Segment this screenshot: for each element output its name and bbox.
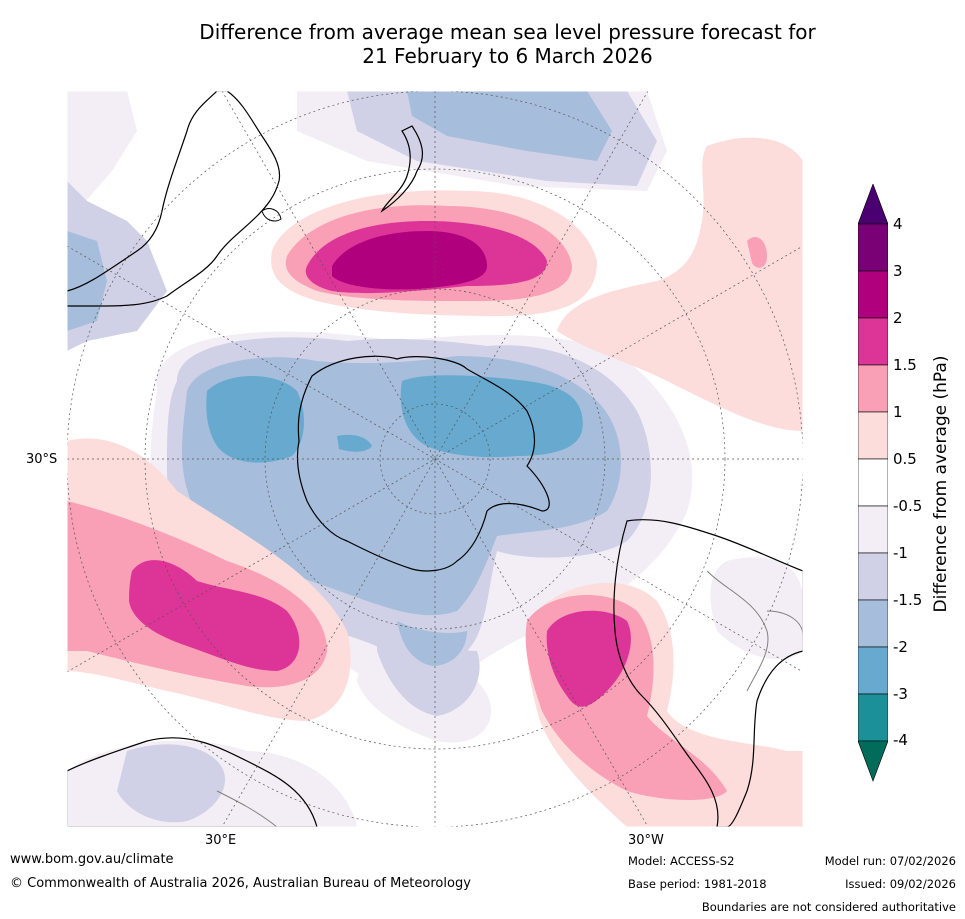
title-line-1: Difference from average mean sea level p… [199,20,816,44]
footer-base-period: Base period: 1981-2018 [628,877,767,891]
cbar-tick: 0.5 [893,450,917,468]
cbar-05-to-1 [858,411,888,460]
cbar-tick: 1 [893,403,903,421]
map-title: Difference from average mean sea level p… [100,20,915,68]
cbar-tick: -3 [893,685,908,703]
tasmania [261,208,282,222]
cbar-tick: -1 [893,544,908,562]
lat-label-30s: 30°S [26,452,58,467]
cbar-neg05 [858,505,888,554]
cbar-neg2 [858,646,888,695]
graticule [67,91,803,827]
colorbar-title: Difference from average (hPa) [931,355,951,613]
africa-borders [216,790,278,827]
cbar-2-to-3 [858,270,888,319]
footer-disclaimer: Boundaries are not considered authoritat… [701,900,956,914]
cbar-neutral [858,458,888,507]
lon-label-30e: 30°E [205,833,237,848]
australia [67,91,281,307]
cbar-below-neg4 [858,740,888,782]
cbar-neg1 [858,552,888,601]
cbar-neg3 [858,693,888,742]
africa [67,737,318,827]
footer-model: Model: ACCESS-S2 [628,854,735,868]
lon-label-30w: 30°W [628,833,664,848]
colorbar [858,184,888,782]
anomaly-pos2 [332,231,487,290]
cbar-1-to-15 [858,364,888,413]
cbar-tick: -2 [893,638,908,656]
cbar-15-to-2 [858,317,888,366]
footer-model-run: Model run: 07/02/2026 [824,854,956,868]
footer-issued: Issued: 09/02/2026 [845,877,956,891]
new-zealand [380,125,424,213]
footer-url[interactable]: www.bom.gov.au/climate [10,852,174,867]
south-america [613,519,803,827]
cbar-above-4 [858,184,888,225]
antarctica [296,355,550,572]
anomaly-pos15 [129,221,631,707]
cbar-tick: -0.5 [893,497,923,515]
title-line-2: 21 February to 6 March 2026 [362,44,653,68]
footer-copyright: © Commonwealth of Australia 2026, Austra… [10,876,471,891]
cbar-tick: -1.5 [893,591,923,609]
cbar-tick: -4 [893,731,908,749]
cbar-tick: 2 [893,309,903,327]
polar-map [67,91,803,827]
cbar-tick: 4 [893,215,903,233]
cbar-tick: 3 [893,262,903,280]
cbar-neg15 [858,599,888,648]
cbar-tick: 1.5 [893,356,917,374]
anomaly-neg2 [206,375,583,463]
cbar-3-to-4 [858,223,888,272]
